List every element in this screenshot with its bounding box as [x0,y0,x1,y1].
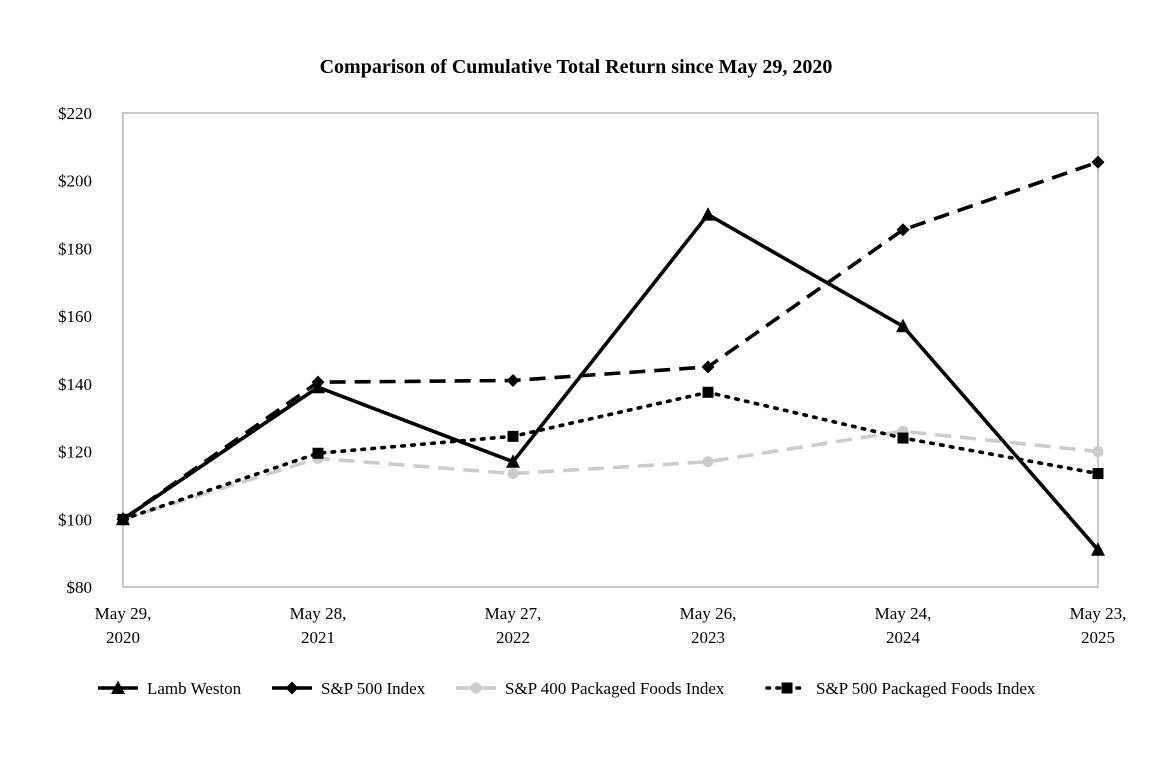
y-tick-label: $80 [67,578,93,597]
x-tick-label: May 27, 2022 [485,604,542,647]
x-tick-label-line: May 24, [875,604,932,623]
legend-item: S&P 500 Packaged Foods Index [765,679,1036,698]
x-tick-label: May 26, 2023 [680,604,737,647]
series-line-0 [121,212,1100,551]
series-line-1 [121,160,1099,521]
legend-label: S&P 400 Packaged Foods Index [505,679,725,698]
data-point-1 [896,223,910,237]
data-point-1 [1091,155,1105,169]
data-point-3 [312,447,324,459]
x-tick-label-line: 2020 [106,628,140,647]
x-tick-label-line: 2024 [886,628,921,647]
x-tick-label: May 23, 2025 [1070,604,1127,647]
x-tick-label-line: 2022 [496,628,530,647]
y-tick-label: $100 [58,510,92,529]
y-tick-label: $120 [58,443,92,462]
y-tick-label: $220 [58,104,92,123]
x-tick-label-line: May 23, [1070,604,1127,623]
plot-area [122,112,1099,588]
x-tick-label: May 28, 2021 [290,604,347,647]
x-tick-label-line: 2021 [301,628,335,647]
x-tick-label-line: May 27, [485,604,542,623]
data-point-3 [702,386,714,398]
data-point-3 [507,430,519,442]
x-tick-label-line: May 26, [680,604,737,623]
legend-marker [285,681,299,695]
x-tick-label: May 24, 2024 [875,604,932,647]
series-line-2 [122,429,1099,522]
data-point-0 [311,379,325,394]
data-point-1 [506,373,520,387]
legend-label: S&P 500 Packaged Foods Index [816,679,1036,698]
x-tick-label-line: May 29, [95,604,152,623]
data-point-0 [896,318,910,333]
legend-marker [470,682,482,694]
chart-title: Comparison of Cumulative Total Return si… [320,56,833,78]
data-point-3 [1092,468,1104,480]
x-tick-label: May 29, 2020 [95,604,152,647]
legend-item: S&P 400 Packaged Foods Index [456,679,725,698]
legend-marker [781,682,793,694]
legend-item: S&P 500 Index [272,679,426,698]
y-tick-label: $160 [58,307,92,326]
data-point-2 [702,456,714,468]
data-point-2 [1092,446,1104,458]
legend-marker [111,680,125,694]
data-point-0 [506,454,520,468]
legend-label: Lamb Weston [147,679,242,698]
series-line-3 [121,390,1100,522]
legend-item: Lamb Weston [98,679,242,698]
data-point-0 [1091,542,1105,556]
data-point-2 [507,468,519,480]
y-tick-label: $140 [58,375,92,394]
data-point-0 [116,511,130,526]
data-point-0 [701,207,715,221]
data-point-3 [897,432,909,444]
data-point-1 [701,360,715,374]
x-tick-label-line: May 28, [290,604,347,623]
y-tick-label: $200 [58,172,92,191]
legend-label: S&P 500 Index [321,679,426,698]
x-tick-label-line: 2025 [1081,628,1115,647]
x-tick-label-line: 2023 [691,628,725,647]
y-tick-label: $180 [58,239,92,258]
